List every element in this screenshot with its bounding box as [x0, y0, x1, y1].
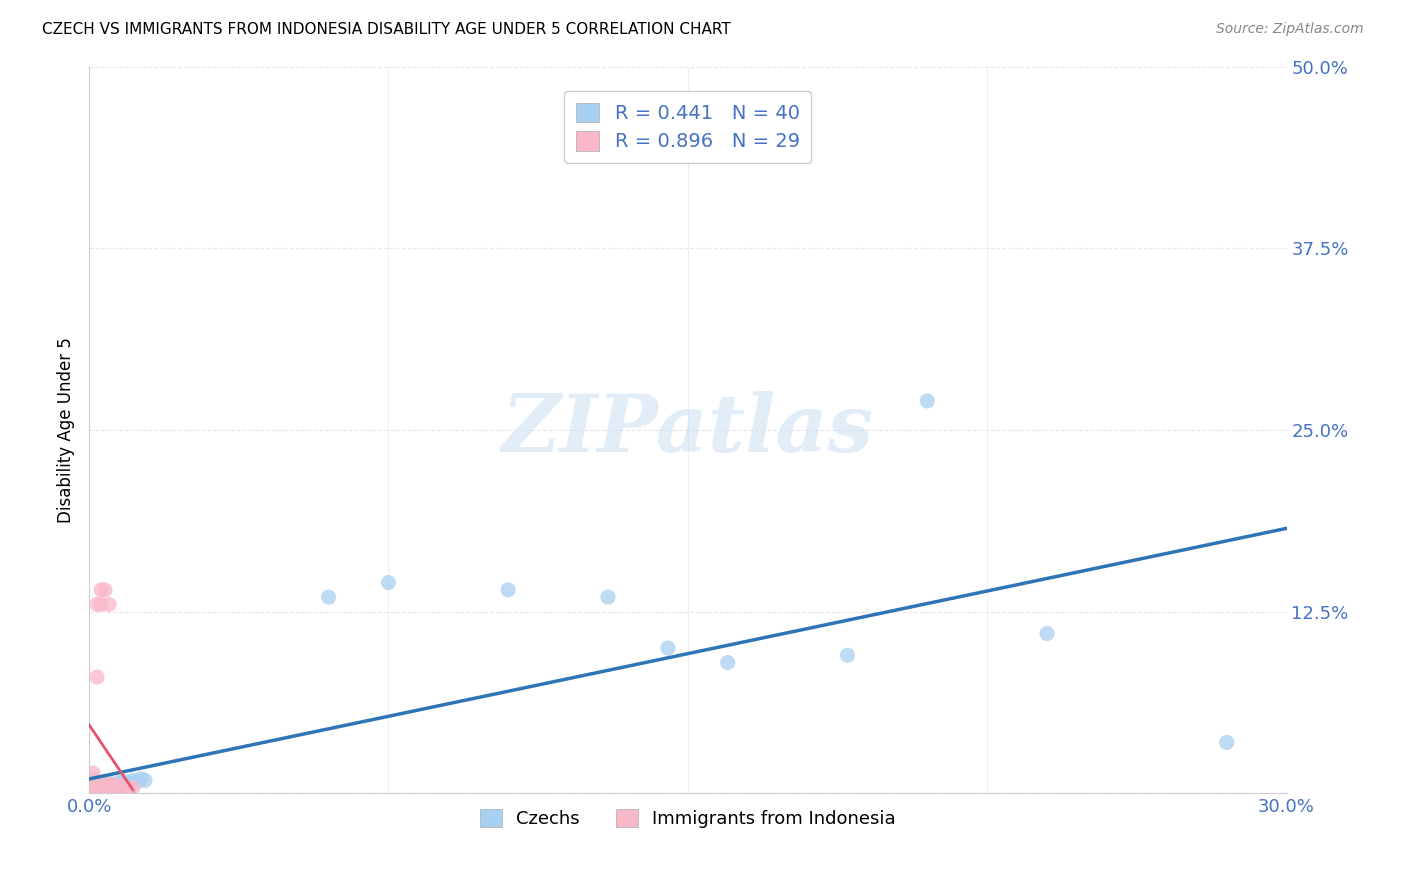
Point [496, 582, 519, 597]
Point [82, 766, 104, 780]
Point [94, 782, 117, 797]
Point [90, 582, 112, 597]
Point [90, 779, 112, 793]
Point [86, 783, 108, 797]
Point [82, 772, 104, 786]
Point [98, 782, 121, 797]
Point [122, 773, 145, 788]
Point [118, 782, 141, 797]
Point [86, 782, 108, 797]
Point [82, 782, 104, 797]
Point [125, 774, 148, 789]
Point [90, 598, 112, 612]
Point [90, 780, 112, 795]
Point [86, 670, 108, 684]
Legend: Czechs, Immigrants from Indonesia: Czechs, Immigrants from Indonesia [472, 801, 903, 835]
Point [86, 780, 108, 795]
Point [105, 776, 128, 790]
Point [86, 598, 108, 612]
Point [917, 393, 939, 408]
Point [86, 778, 108, 792]
Point [377, 575, 399, 590]
Text: Source: ZipAtlas.com: Source: ZipAtlas.com [1216, 22, 1364, 37]
Point [90, 783, 112, 797]
Point [90, 783, 112, 797]
Point [82, 783, 104, 797]
Point [90, 782, 112, 797]
Point [98, 780, 121, 795]
Point [114, 779, 136, 793]
Point [98, 776, 121, 790]
Text: CZECH VS IMMIGRANTS FROM INDONESIA DISABILITY AGE UNDER 5 CORRELATION CHART: CZECH VS IMMIGRANTS FROM INDONESIA DISAB… [42, 22, 731, 37]
Point [90, 780, 112, 795]
Point [90, 776, 112, 790]
Point [82, 780, 104, 795]
Point [86, 783, 108, 797]
Point [110, 782, 132, 797]
Y-axis label: Disability Age Under 5: Disability Age Under 5 [58, 337, 75, 523]
Point [94, 779, 117, 793]
Point [98, 779, 121, 793]
Point [98, 598, 121, 612]
Point [105, 780, 128, 795]
Point [101, 782, 124, 797]
Point [98, 782, 121, 797]
Point [122, 780, 145, 795]
Point [82, 783, 104, 797]
Point [110, 774, 132, 789]
Point [837, 648, 859, 663]
Point [98, 778, 121, 792]
Point [110, 779, 132, 793]
Point [105, 778, 128, 792]
Point [114, 780, 136, 795]
Point [118, 776, 141, 790]
Point [1215, 735, 1237, 749]
Point [717, 656, 740, 670]
Point [101, 778, 124, 792]
Point [657, 640, 679, 655]
Point [94, 582, 117, 597]
Point [129, 772, 152, 786]
Point [86, 782, 108, 797]
Point [82, 782, 104, 797]
Point [94, 780, 117, 795]
Point [90, 782, 112, 797]
Point [101, 779, 124, 793]
Point [114, 774, 136, 789]
Point [105, 780, 128, 795]
Point [1036, 626, 1059, 640]
Text: ZIPatlas: ZIPatlas [502, 392, 875, 468]
Point [596, 590, 619, 604]
Point [318, 590, 340, 604]
Point [134, 773, 156, 788]
Point [101, 780, 124, 795]
Point [94, 783, 117, 797]
Point [94, 778, 117, 792]
